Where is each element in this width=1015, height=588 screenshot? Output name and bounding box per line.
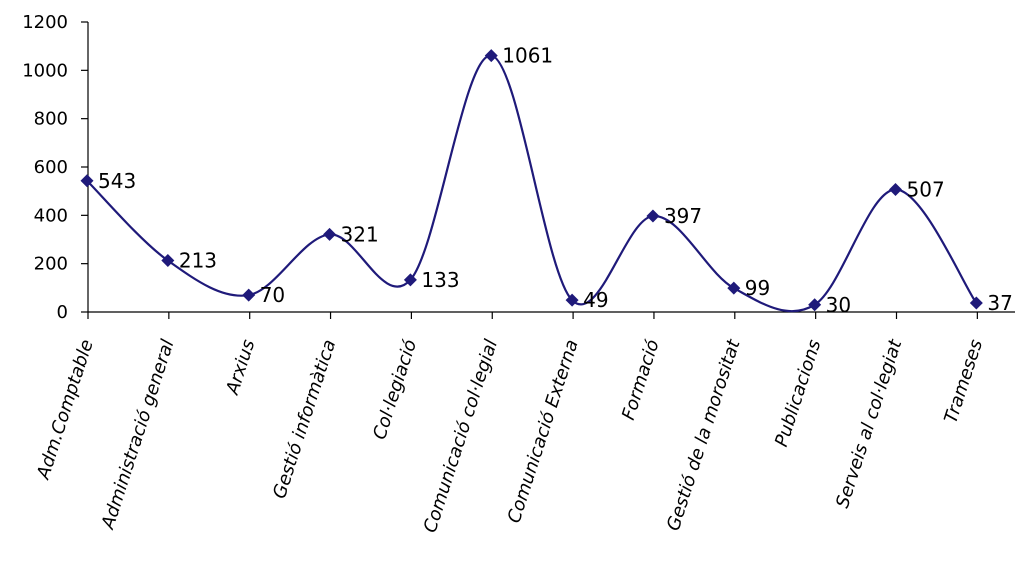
y-tick-label: 1200	[22, 12, 68, 33]
y-axis-ticks: 0 200 400 600 800 1000 1200	[22, 12, 88, 323]
x-tick-label: Adm.Comptable	[33, 337, 98, 482]
x-tick-label: Comunicació col·legial	[420, 337, 502, 535]
x-tick-label: Arxius	[222, 337, 260, 398]
data-point-marker	[969, 296, 983, 310]
data-point-marker	[484, 49, 498, 63]
data-point-marker	[242, 288, 256, 302]
data-value-label: 49	[583, 288, 608, 312]
data-point-marker	[646, 209, 660, 223]
x-axis-ticks: Adm.Comptable Administració general Arxius…	[33, 312, 987, 535]
y-tick-label: 0	[57, 302, 68, 323]
data-value-label: 321	[341, 222, 379, 246]
data-point-marker	[808, 298, 822, 312]
data-point-marker	[161, 254, 175, 268]
x-tick-label: Publicacions	[771, 337, 825, 449]
data-value-label: 70	[260, 283, 285, 307]
data-value-label: 1061	[502, 44, 553, 68]
y-tick-label: 400	[34, 205, 68, 226]
data-point-marker	[727, 281, 741, 295]
data-value-label: 507	[907, 177, 945, 201]
data-value-label: 37	[987, 291, 1012, 315]
y-tick-label: 600	[34, 157, 68, 178]
data-point-marker	[80, 174, 94, 188]
data-value-label: 133	[421, 268, 459, 292]
x-tick-label: Gestió de la morositat	[663, 336, 745, 533]
x-tick-label: Col·legiació	[369, 337, 421, 442]
data-value-label: 543	[98, 169, 136, 193]
x-tick-label: Comunicació Externa	[504, 337, 583, 526]
y-tick-label: 200	[34, 254, 68, 275]
data-value-label: 397	[664, 204, 702, 228]
series-markers	[80, 49, 983, 312]
data-point-marker	[403, 273, 417, 287]
x-tick-label: Trameses	[940, 337, 987, 426]
data-value-label: 30	[826, 293, 851, 317]
x-tick-label: Gestió informàtica	[269, 337, 340, 501]
y-tick-label: 1000	[22, 60, 68, 81]
y-tick-label: 800	[34, 109, 68, 130]
data-labels: 543 213 70 321 133 1061 49 397 99 30 507 37	[98, 44, 1013, 317]
x-tick-label: Administració general	[97, 337, 178, 532]
x-tick-label: Serveis al col·legiat	[832, 336, 907, 510]
data-value-label: 213	[179, 249, 217, 273]
data-value-label: 99	[745, 276, 770, 300]
data-point-marker	[323, 227, 337, 241]
data-point-marker	[565, 293, 579, 307]
x-tick-label: Formació	[618, 337, 664, 423]
series-line	[86, 54, 978, 313]
data-point-marker	[889, 182, 902, 196]
